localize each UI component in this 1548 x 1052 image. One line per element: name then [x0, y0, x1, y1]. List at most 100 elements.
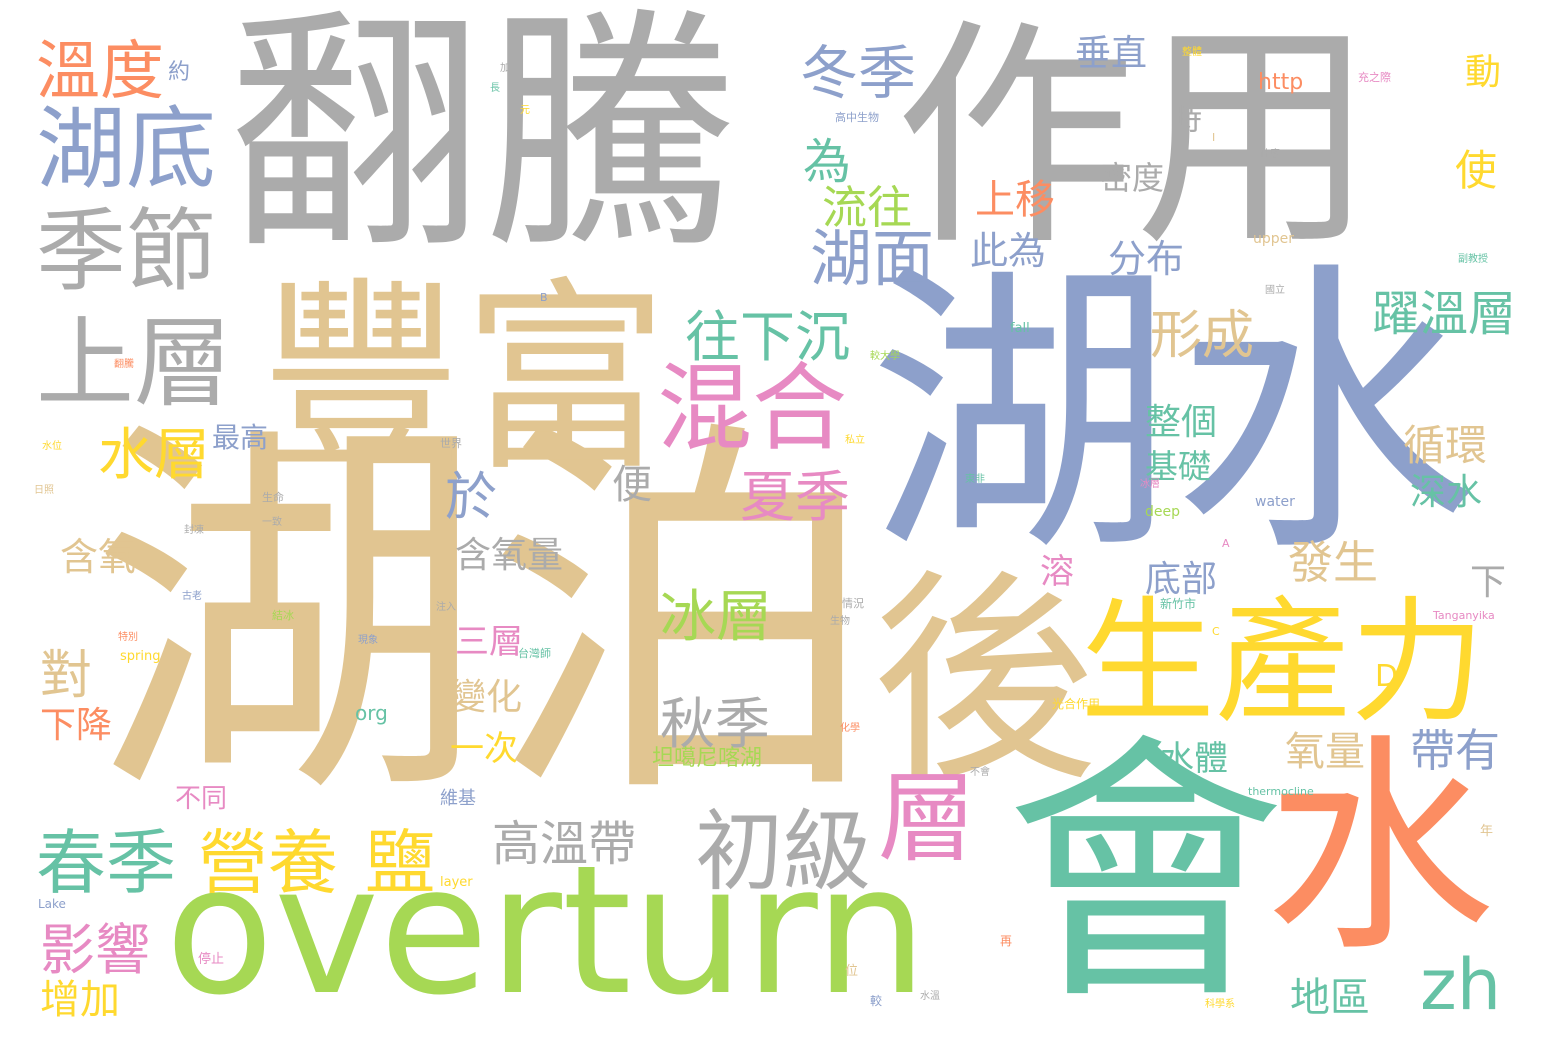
word: B: [540, 291, 548, 304]
word: C: [1212, 625, 1220, 638]
word: 下: [1470, 562, 1507, 603]
word: 溶: [1040, 552, 1074, 592]
word: 動: [1465, 52, 1502, 93]
word: thermocline: [1248, 785, 1314, 798]
word: A: [1222, 537, 1230, 550]
word: 帶有: [1410, 724, 1501, 777]
word: overturn: [165, 827, 928, 1034]
word: layer: [440, 875, 473, 890]
word: 高中生物: [835, 111, 879, 124]
word: org: [355, 701, 388, 725]
word: 營養: [198, 822, 338, 904]
word: 豐富: [258, 261, 668, 499]
word: 鹽: [365, 822, 435, 904]
word: 國立: [1265, 285, 1285, 296]
word: 翻騰: [228, 0, 739, 284]
word: 生物: [830, 616, 850, 627]
word: 化學: [840, 723, 860, 734]
word: 加上: [500, 63, 520, 74]
blank-patch: [645, 573, 800, 673]
blank-patch: [645, 683, 800, 778]
word: 現象: [358, 635, 378, 646]
word: spring: [120, 649, 161, 664]
word: 高溫帶: [492, 816, 637, 872]
word: 春季: [36, 822, 176, 904]
word: 流往: [822, 181, 913, 234]
word: Lake: [38, 897, 66, 911]
word: 上移: [975, 177, 1055, 223]
word: 影響: [40, 918, 151, 982]
word: 初級: [695, 800, 872, 903]
word: 於: [445, 468, 498, 528]
word: 氧量: [1285, 729, 1365, 775]
word: 發生: [1288, 536, 1379, 589]
word: Tanganyika: [1433, 609, 1495, 622]
word: 層: [878, 762, 977, 876]
word: fall: [1010, 321, 1030, 336]
word: 封凍: [184, 525, 204, 536]
word: 生命: [262, 491, 284, 504]
word: 夏季: [740, 465, 851, 529]
word: 下降: [40, 705, 113, 746]
word: D: [1375, 659, 1399, 694]
word: 什麼: [1260, 149, 1280, 160]
word: 世界: [440, 437, 462, 450]
word: 秋季: [660, 692, 771, 756]
word: 基礎: [1145, 447, 1211, 486]
word: 會: [1005, 712, 1285, 1038]
word: 維基: [440, 788, 476, 809]
word: 整個: [1145, 402, 1218, 443]
word: 古老: [182, 591, 202, 602]
word: 混合: [657, 354, 848, 464]
word: 季節: [36, 199, 216, 304]
word: 湖水: [868, 237, 1478, 592]
word: 翻騰: [114, 359, 134, 370]
word: 水體: [1160, 739, 1228, 779]
word: 水溫: [920, 991, 940, 1002]
word: 停止: [198, 952, 225, 967]
word: 一次: [450, 729, 518, 769]
word: 往下沉: [685, 305, 851, 369]
word: 較大學: [870, 351, 900, 362]
word: 躍溫層: [1372, 286, 1517, 342]
word: 此為: [970, 229, 1047, 273]
word: 科學系: [1205, 999, 1235, 1010]
word: 日照: [34, 485, 54, 496]
word: 密度: [1100, 159, 1165, 197]
word: 作用: [895, 0, 1376, 278]
word: 一致: [262, 517, 282, 528]
word: 坦噶尼喀湖: [652, 746, 763, 771]
word: 冰層: [1140, 479, 1160, 490]
word: 長: [490, 83, 500, 94]
word: 不會: [970, 767, 990, 778]
word: 元: [520, 105, 530, 116]
word: 底部: [1145, 559, 1218, 600]
word: 上層: [36, 307, 233, 421]
word: 再: [1000, 934, 1013, 948]
word: 含氧: [60, 535, 137, 579]
word: 情況: [842, 597, 864, 610]
word: 溫度: [36, 35, 164, 109]
word: 使: [1455, 146, 1498, 195]
word: zh: [1420, 944, 1502, 1026]
word: 深水: [1410, 472, 1483, 513]
word: deep: [1145, 504, 1180, 520]
word: 垂直: [1075, 33, 1148, 74]
word: 湖泊: [90, 387, 880, 847]
word: 時: [1170, 99, 1203, 137]
word: 私立: [845, 435, 865, 446]
word: 充之際: [1358, 71, 1391, 84]
word: 變化: [450, 677, 523, 718]
word: 結冰: [272, 609, 294, 622]
word: 分布: [1108, 237, 1185, 281]
word: 整體: [1182, 47, 1202, 58]
word: 副教授: [1458, 254, 1488, 265]
word: 水: [1265, 716, 1496, 983]
word: 後: [872, 551, 1097, 813]
word: 台灣師: [518, 647, 551, 660]
word: 三層: [455, 622, 523, 662]
word: I: [1212, 131, 1216, 144]
word: 光合作用: [1052, 697, 1101, 711]
word: water: [1255, 494, 1295, 510]
word: 為: [803, 134, 852, 190]
